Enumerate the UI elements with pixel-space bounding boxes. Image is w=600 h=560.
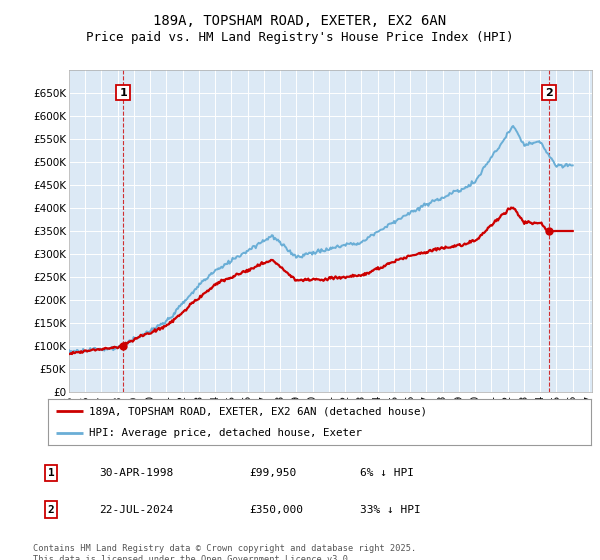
Text: 1: 1 — [47, 468, 55, 478]
Text: 2: 2 — [545, 87, 553, 97]
Text: 2: 2 — [47, 505, 55, 515]
Text: £99,950: £99,950 — [249, 468, 296, 478]
Text: 30-APR-1998: 30-APR-1998 — [99, 468, 173, 478]
Text: 33% ↓ HPI: 33% ↓ HPI — [360, 505, 421, 515]
Text: HPI: Average price, detached house, Exeter: HPI: Average price, detached house, Exet… — [89, 428, 362, 438]
Text: Contains HM Land Registry data © Crown copyright and database right 2025.
This d: Contains HM Land Registry data © Crown c… — [33, 544, 416, 560]
Text: Price paid vs. HM Land Registry's House Price Index (HPI): Price paid vs. HM Land Registry's House … — [86, 31, 514, 44]
Text: 1: 1 — [119, 87, 127, 97]
Text: £350,000: £350,000 — [249, 505, 303, 515]
Text: 22-JUL-2024: 22-JUL-2024 — [99, 505, 173, 515]
Text: 6% ↓ HPI: 6% ↓ HPI — [360, 468, 414, 478]
Text: 189A, TOPSHAM ROAD, EXETER, EX2 6AN: 189A, TOPSHAM ROAD, EXETER, EX2 6AN — [154, 14, 446, 28]
Text: 189A, TOPSHAM ROAD, EXETER, EX2 6AN (detached house): 189A, TOPSHAM ROAD, EXETER, EX2 6AN (det… — [89, 406, 427, 416]
